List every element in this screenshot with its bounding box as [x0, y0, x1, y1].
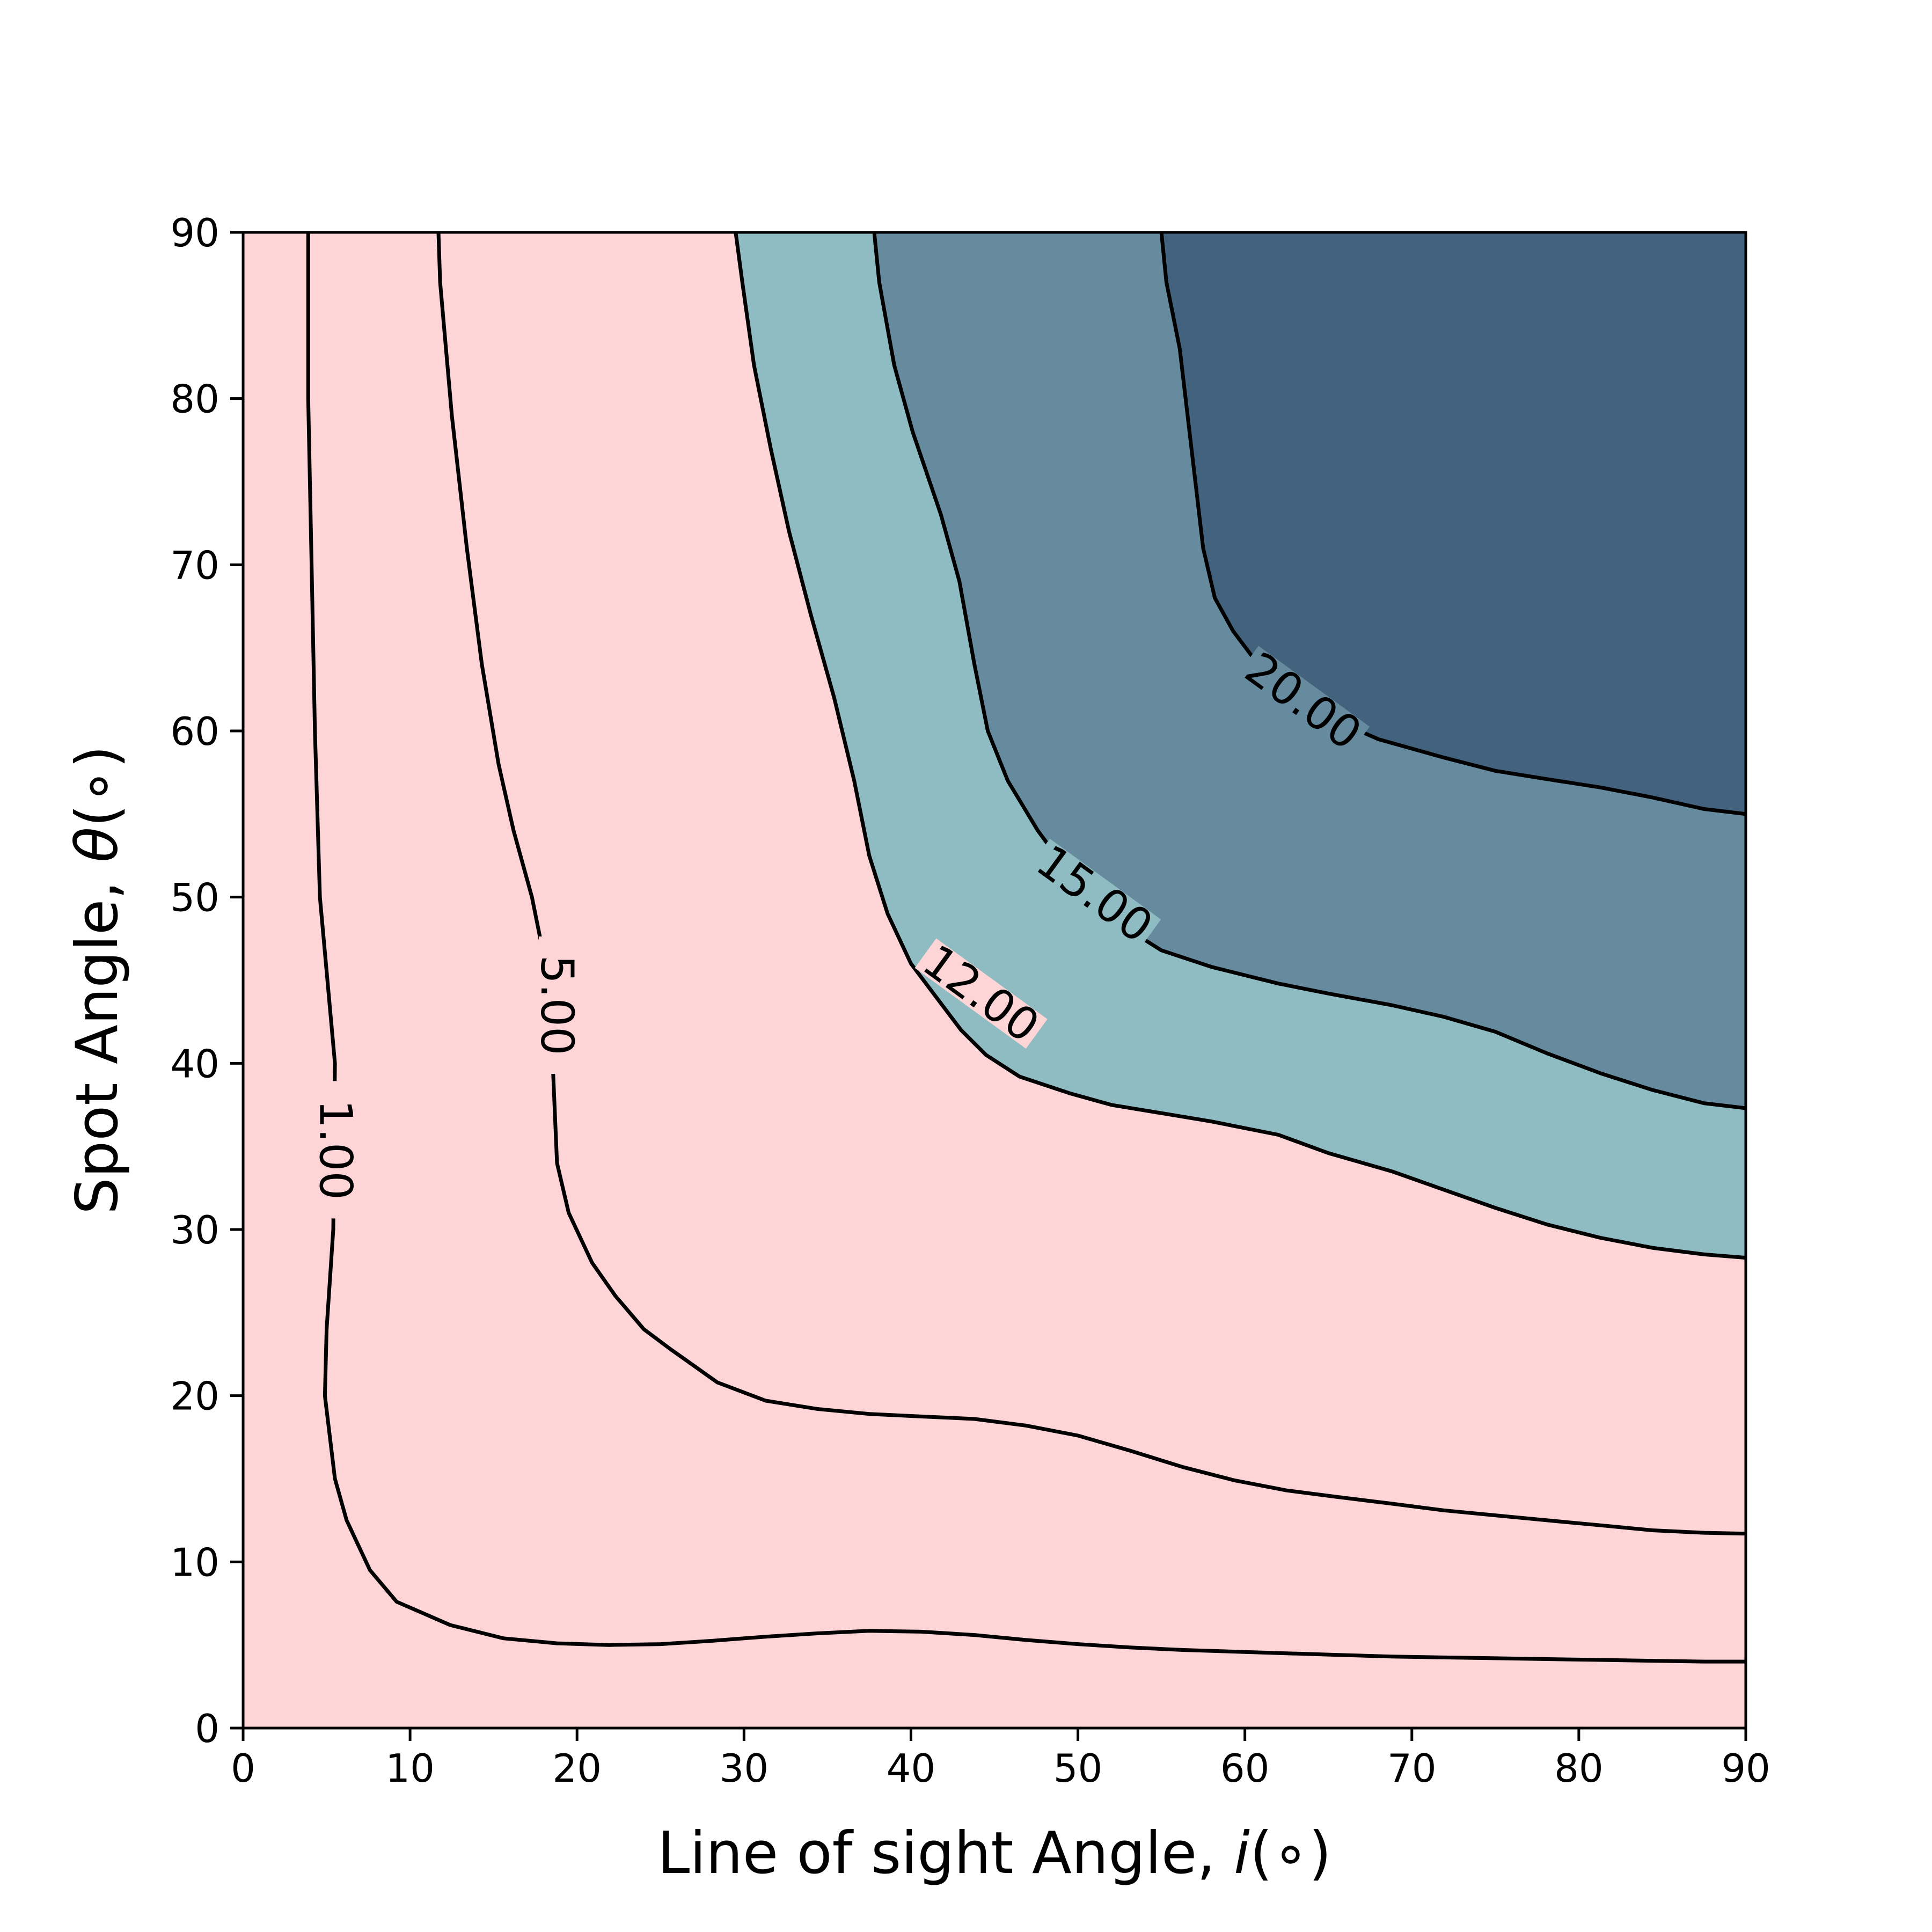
- y-tick-label: 30: [170, 1208, 219, 1253]
- x-tick-label: 90: [1721, 1746, 1770, 1791]
- x-tick-label: 30: [720, 1746, 769, 1791]
- y-tick-label: 90: [170, 210, 219, 255]
- x-tick-label: 50: [1053, 1746, 1103, 1791]
- y-tick-label: 40: [170, 1041, 219, 1086]
- x-tick-label: 70: [1387, 1746, 1437, 1791]
- contour-line-1-00: [306, 232, 1746, 1664]
- x-tick-label: 60: [1220, 1746, 1270, 1791]
- x-axis: 0 10 20 30 40 50 60 70 80 90: [231, 1728, 1770, 1791]
- x-axis-title-unit: (∘): [1250, 1820, 1331, 1887]
- y-tick-label: 20: [170, 1374, 219, 1419]
- contour-label-gap: [317, 1081, 354, 1219]
- y-axis-title: Spot Angle, θ(∘): [64, 745, 131, 1214]
- y-tick-label: 60: [170, 709, 219, 754]
- y-tick-label: 10: [170, 1540, 219, 1585]
- x-tick-label: 10: [385, 1746, 435, 1791]
- y-tick-label: 70: [170, 543, 219, 588]
- contour-label-gap: [1237, 646, 1370, 757]
- y-tick-label: 50: [170, 875, 219, 920]
- x-tick-label: 0: [231, 1746, 255, 1791]
- contour-label-1-00: 1.00: [310, 1100, 362, 1200]
- x-tick-label: 20: [552, 1746, 602, 1791]
- y-tick-label: 0: [195, 1706, 219, 1751]
- x-axis-title-prefix: Line of sight Angle,: [657, 1820, 1234, 1887]
- contour-line-12-00: [734, 232, 1746, 1260]
- contour-label-gap: [914, 938, 1048, 1049]
- x-tick-label: 80: [1554, 1746, 1604, 1791]
- y-tick-label: 80: [170, 377, 219, 422]
- x-axis-title-var: i: [1234, 1820, 1250, 1887]
- contour-label-gaps: [317, 646, 1370, 1219]
- y-axis-title-unit: (∘): [64, 745, 131, 827]
- contour-line-5-00: [436, 232, 1746, 1536]
- contour-label-5-00: 5.00: [531, 955, 583, 1055]
- y-axis-title-var: θ: [64, 827, 131, 862]
- y-axis: 0 10 20 30 40 50 60 70 80 90: [170, 210, 243, 1751]
- contour-label-gap: [538, 936, 575, 1074]
- fill-region-above-20: [1161, 232, 1746, 814]
- y-axis-title-prefix: Spot Angle,: [64, 862, 131, 1214]
- plot-frame: [241, 231, 1747, 1730]
- contour-label-gap: [1028, 838, 1161, 949]
- x-tick-label: 40: [887, 1746, 936, 1791]
- x-axis-title: Line of sight Angle, i(∘): [657, 1820, 1331, 1887]
